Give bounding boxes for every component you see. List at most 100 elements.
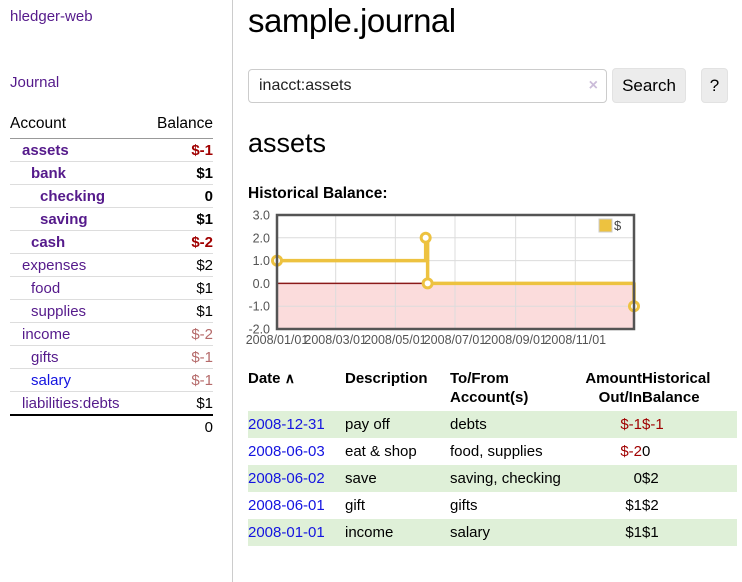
txn-balance: $1 (642, 524, 659, 541)
txn-accounts: saving, checking (450, 470, 561, 487)
sidebar: hledger-web Journal Account Balance asse… (0, 0, 233, 582)
txn-balance: 0 (642, 443, 651, 460)
brand-link[interactable]: hledger-web (10, 8, 93, 25)
account-row: expenses $2 (10, 254, 213, 277)
account-row: salary $-1 (10, 369, 213, 392)
txn-date-link[interactable]: 2008-06-02 (248, 470, 325, 487)
transactions-table: Date ∧ Description To/From Account(s) Am… (248, 365, 737, 546)
historical-balance-chart: 3.0 2.0 1.0 0.0 -1.0 -2.02008/01/012008/03/01… (246, 209, 640, 347)
txn-description: eat & shop (345, 443, 417, 460)
account-link-checking[interactable]: checking (40, 188, 106, 205)
txn-date-link[interactable]: 2008-06-01 (248, 497, 325, 514)
date-header-label: Date (248, 370, 281, 387)
account-link-cash[interactable]: cash (31, 234, 66, 251)
search-button[interactable]: Search (612, 68, 686, 103)
sidebar-item-journal[interactable]: Journal (10, 74, 60, 91)
page-title: sample.journal (248, 2, 456, 39)
txn-date-link[interactable]: 2008-01-01 (248, 524, 325, 541)
account-balance: $1 (196, 280, 213, 297)
txn-accounts: food, supplies (450, 443, 543, 460)
table-row: 2008-06-01 gift gifts $1 $2 (248, 492, 737, 519)
data-point (419, 231, 432, 244)
account-row: checking 0 (10, 185, 213, 208)
txn-accounts: salary (450, 524, 491, 541)
search-input[interactable] (248, 68, 607, 103)
txn-balance: $-1 (642, 416, 664, 433)
account-balance: $-1 (191, 349, 213, 366)
txn-description: save (345, 470, 377, 487)
account-row: assets $-1 (10, 139, 213, 162)
account-balance: $-2 (191, 326, 213, 343)
txn-balance: $2 (642, 470, 659, 487)
y-tick-label: 0.0 (253, 277, 270, 291)
account-link-gifts[interactable]: gifts (31, 349, 59, 366)
txn-amount: $1 (625, 497, 642, 514)
account-link-salary[interactable]: salary (31, 372, 72, 389)
transactions-header-row: Date ∧ Description To/From Account(s) Am… (248, 365, 737, 411)
account-row: cash $-2 (10, 231, 213, 254)
y-tick-label: -2.0 (248, 323, 270, 337)
account-balance: $-1 (191, 142, 213, 159)
x-tick-label: 2008/09/01 (484, 333, 547, 347)
description-column-header: Description (345, 370, 428, 387)
x-tick-label: 2008/11/01 (544, 333, 606, 347)
accounts-total: 0 (10, 414, 213, 439)
account-balance: 0 (204, 188, 213, 205)
account-link-bank[interactable]: bank (31, 165, 67, 182)
table-row: 2008-01-01 income salary $1 $1 (248, 519, 737, 546)
account-row: food $1 (10, 277, 213, 300)
txn-date-link[interactable]: 2008-06-03 (248, 443, 325, 460)
account-link-food[interactable]: food (31, 280, 61, 297)
table-row: 2008-06-02 save saving, checking 0 $2 (248, 465, 737, 492)
x-tick-label: 2008/05/01 (364, 333, 427, 347)
tofrom-column-header: To/From Account(s) (450, 370, 529, 406)
account-link-income[interactable]: income (22, 326, 71, 343)
account-row: supplies $1 (10, 300, 213, 323)
txn-description: pay off (345, 416, 390, 433)
account-row: saving $1 (10, 208, 213, 231)
account-balance: $1 (196, 165, 213, 182)
account-balance: $-2 (191, 234, 213, 251)
data-point (421, 277, 434, 290)
search-input-wrap: × (248, 68, 607, 103)
account-row: bank $1 (10, 162, 213, 185)
amount-column-header: Amount Out/In (585, 370, 642, 406)
account-link-supplies[interactable]: supplies (31, 303, 87, 320)
account-link-liabilities-debts[interactable]: liabilities:debts (22, 395, 120, 412)
search-form: × Search ? (248, 68, 742, 103)
account-balance: $-1 (191, 372, 213, 389)
accounts-table-header: Account Balance (10, 115, 213, 139)
legend-swatch (598, 218, 613, 233)
y-tick-label: 2.0 (253, 231, 270, 245)
txn-date-link[interactable]: 2008-12-31 (248, 416, 325, 433)
sort-ascending-icon: ∧ (284, 370, 295, 386)
table-row: 2008-12-31 pay off debts $-1 $-1 (248, 411, 737, 438)
x-tick-label: 2008/01/01 (246, 333, 309, 347)
account-column-header: Account (10, 115, 67, 132)
account-link-assets[interactable]: assets (22, 142, 69, 159)
plot-border (275, 213, 636, 331)
txn-balance: $2 (642, 497, 659, 514)
clear-search-icon[interactable]: × (588, 76, 598, 94)
x-tick-label: 2008/07/01 (424, 333, 487, 347)
balance-column-header: Balance (156, 115, 213, 132)
date-column-header[interactable]: Date ∧ (248, 365, 345, 411)
account-balance: $1 (196, 395, 213, 412)
account-balance: $1 (196, 211, 213, 228)
txn-amount: $-1 (620, 416, 642, 433)
account-link-saving[interactable]: saving (40, 211, 88, 228)
txn-accounts: debts (450, 416, 487, 433)
table-row: 2008-06-03 eat & shop food, supplies $-2 0 (248, 438, 737, 465)
x-tick-label: 2008/03/01 (304, 333, 367, 347)
account-heading: assets (248, 128, 327, 158)
balance-column-header-main: Historical Balance (642, 370, 711, 406)
txn-accounts: gifts (450, 497, 478, 514)
account-balance: $2 (196, 257, 213, 274)
main-content: sample.journal × Search ? assets Histori… (233, 0, 742, 582)
txn-amount: $-2 (620, 443, 642, 460)
chart-title: Historical Balance: (248, 185, 388, 202)
help-button[interactable]: ? (701, 68, 728, 103)
account-link-expenses[interactable]: expenses (22, 257, 87, 274)
txn-amount: $1 (625, 524, 642, 541)
